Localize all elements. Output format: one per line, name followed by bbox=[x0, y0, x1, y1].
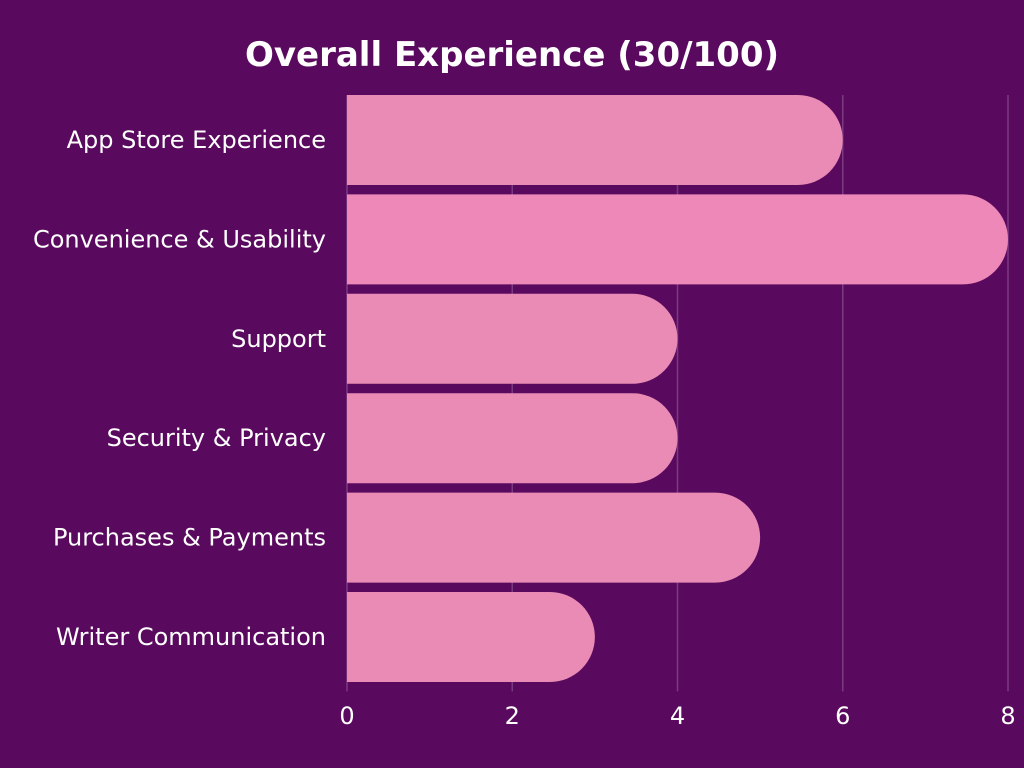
x-tick-label: 6 bbox=[835, 702, 850, 730]
category-label: Convenience & Usability bbox=[33, 225, 326, 253]
category-label: Support bbox=[231, 325, 326, 353]
bar bbox=[347, 393, 678, 484]
chart-title: Overall Experience (30/100) bbox=[245, 35, 779, 75]
category-label: Security & Privacy bbox=[107, 424, 326, 452]
category-label: Writer Communication bbox=[56, 623, 326, 651]
bar bbox=[347, 95, 843, 185]
bar bbox=[347, 592, 595, 682]
bar bbox=[347, 194, 1008, 285]
x-tick-label: 4 bbox=[670, 702, 685, 730]
category-labels: App Store Experience Convenience & Usabil… bbox=[33, 126, 326, 651]
bar bbox=[347, 492, 761, 583]
x-tick-label: 2 bbox=[505, 702, 520, 730]
x-tick-labels: 0 2 4 6 8 bbox=[339, 702, 1015, 730]
bars bbox=[347, 95, 1008, 682]
x-tick-label: 0 bbox=[339, 702, 354, 730]
category-label: App Store Experience bbox=[67, 126, 326, 154]
x-tick-label: 8 bbox=[1000, 702, 1015, 730]
category-label: Purchases & Payments bbox=[53, 524, 326, 552]
bar bbox=[347, 293, 678, 384]
